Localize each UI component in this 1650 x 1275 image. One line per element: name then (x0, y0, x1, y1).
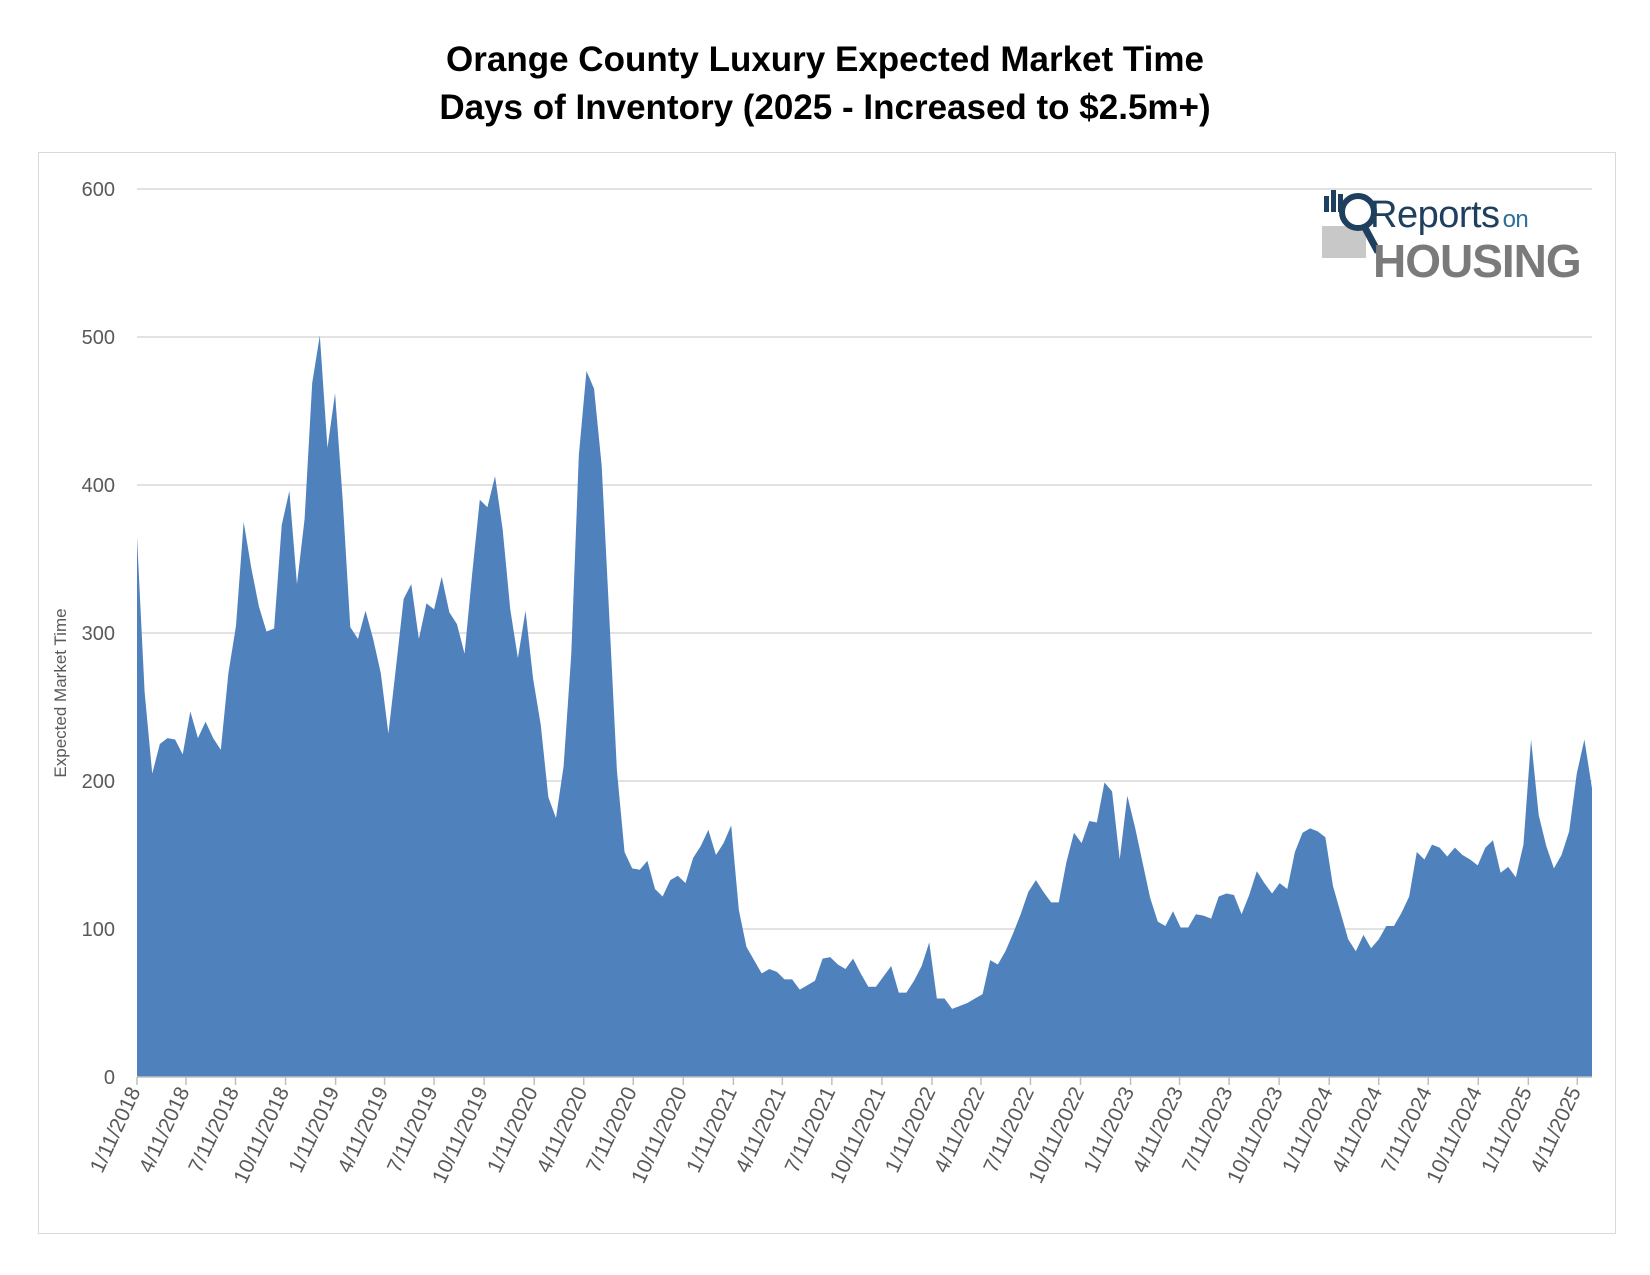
logo-text-reports: Reports on (1370, 194, 1529, 236)
x-tick-label: 7/11/2019 (383, 1083, 443, 1176)
x-tick-label: 7/11/2024 (1377, 1083, 1437, 1176)
bar-chart-magnifier-icon (1322, 190, 1380, 258)
chart-subtitle: Days of Inventory (2025 - Increased to $… (439, 88, 1211, 127)
y-tick-label: 600 (82, 179, 115, 201)
x-axis-ticks: 1/11/20184/11/20187/11/201810/11/20181/1… (86, 1077, 1586, 1187)
x-tick-label: 4/11/2025 (1526, 1083, 1586, 1176)
reports-on-housing-logo: Reports on HOUSING (1320, 186, 1600, 287)
y-tick-label: 500 (82, 327, 115, 349)
chart-frame (38, 152, 1616, 1234)
x-tick-label: 7/11/2021 (781, 1083, 841, 1176)
chart-title: Orange County Luxury Expected Market Tim… (446, 40, 1204, 79)
logo-text-housing: HOUSING (1373, 235, 1582, 287)
y-tick-label: 200 (82, 771, 115, 793)
y-tick-label: 300 (82, 623, 115, 645)
y-tick-label: 400 (82, 475, 115, 497)
area-series (137, 335, 1592, 1077)
x-tick-label: 7/11/2018 (184, 1083, 244, 1176)
x-tick-label: 7/11/2020 (582, 1083, 642, 1176)
x-tick-label: 7/11/2023 (1178, 1083, 1238, 1176)
y-tick-label: 100 (82, 919, 115, 941)
y-axis-label: Expected Market Time (51, 608, 70, 777)
y-tick-label: 0 (104, 1067, 115, 1089)
x-tick-label: 7/11/2022 (979, 1083, 1039, 1176)
y-axis-ticks: 0 100 200 300 400 500 600 (82, 179, 115, 1089)
